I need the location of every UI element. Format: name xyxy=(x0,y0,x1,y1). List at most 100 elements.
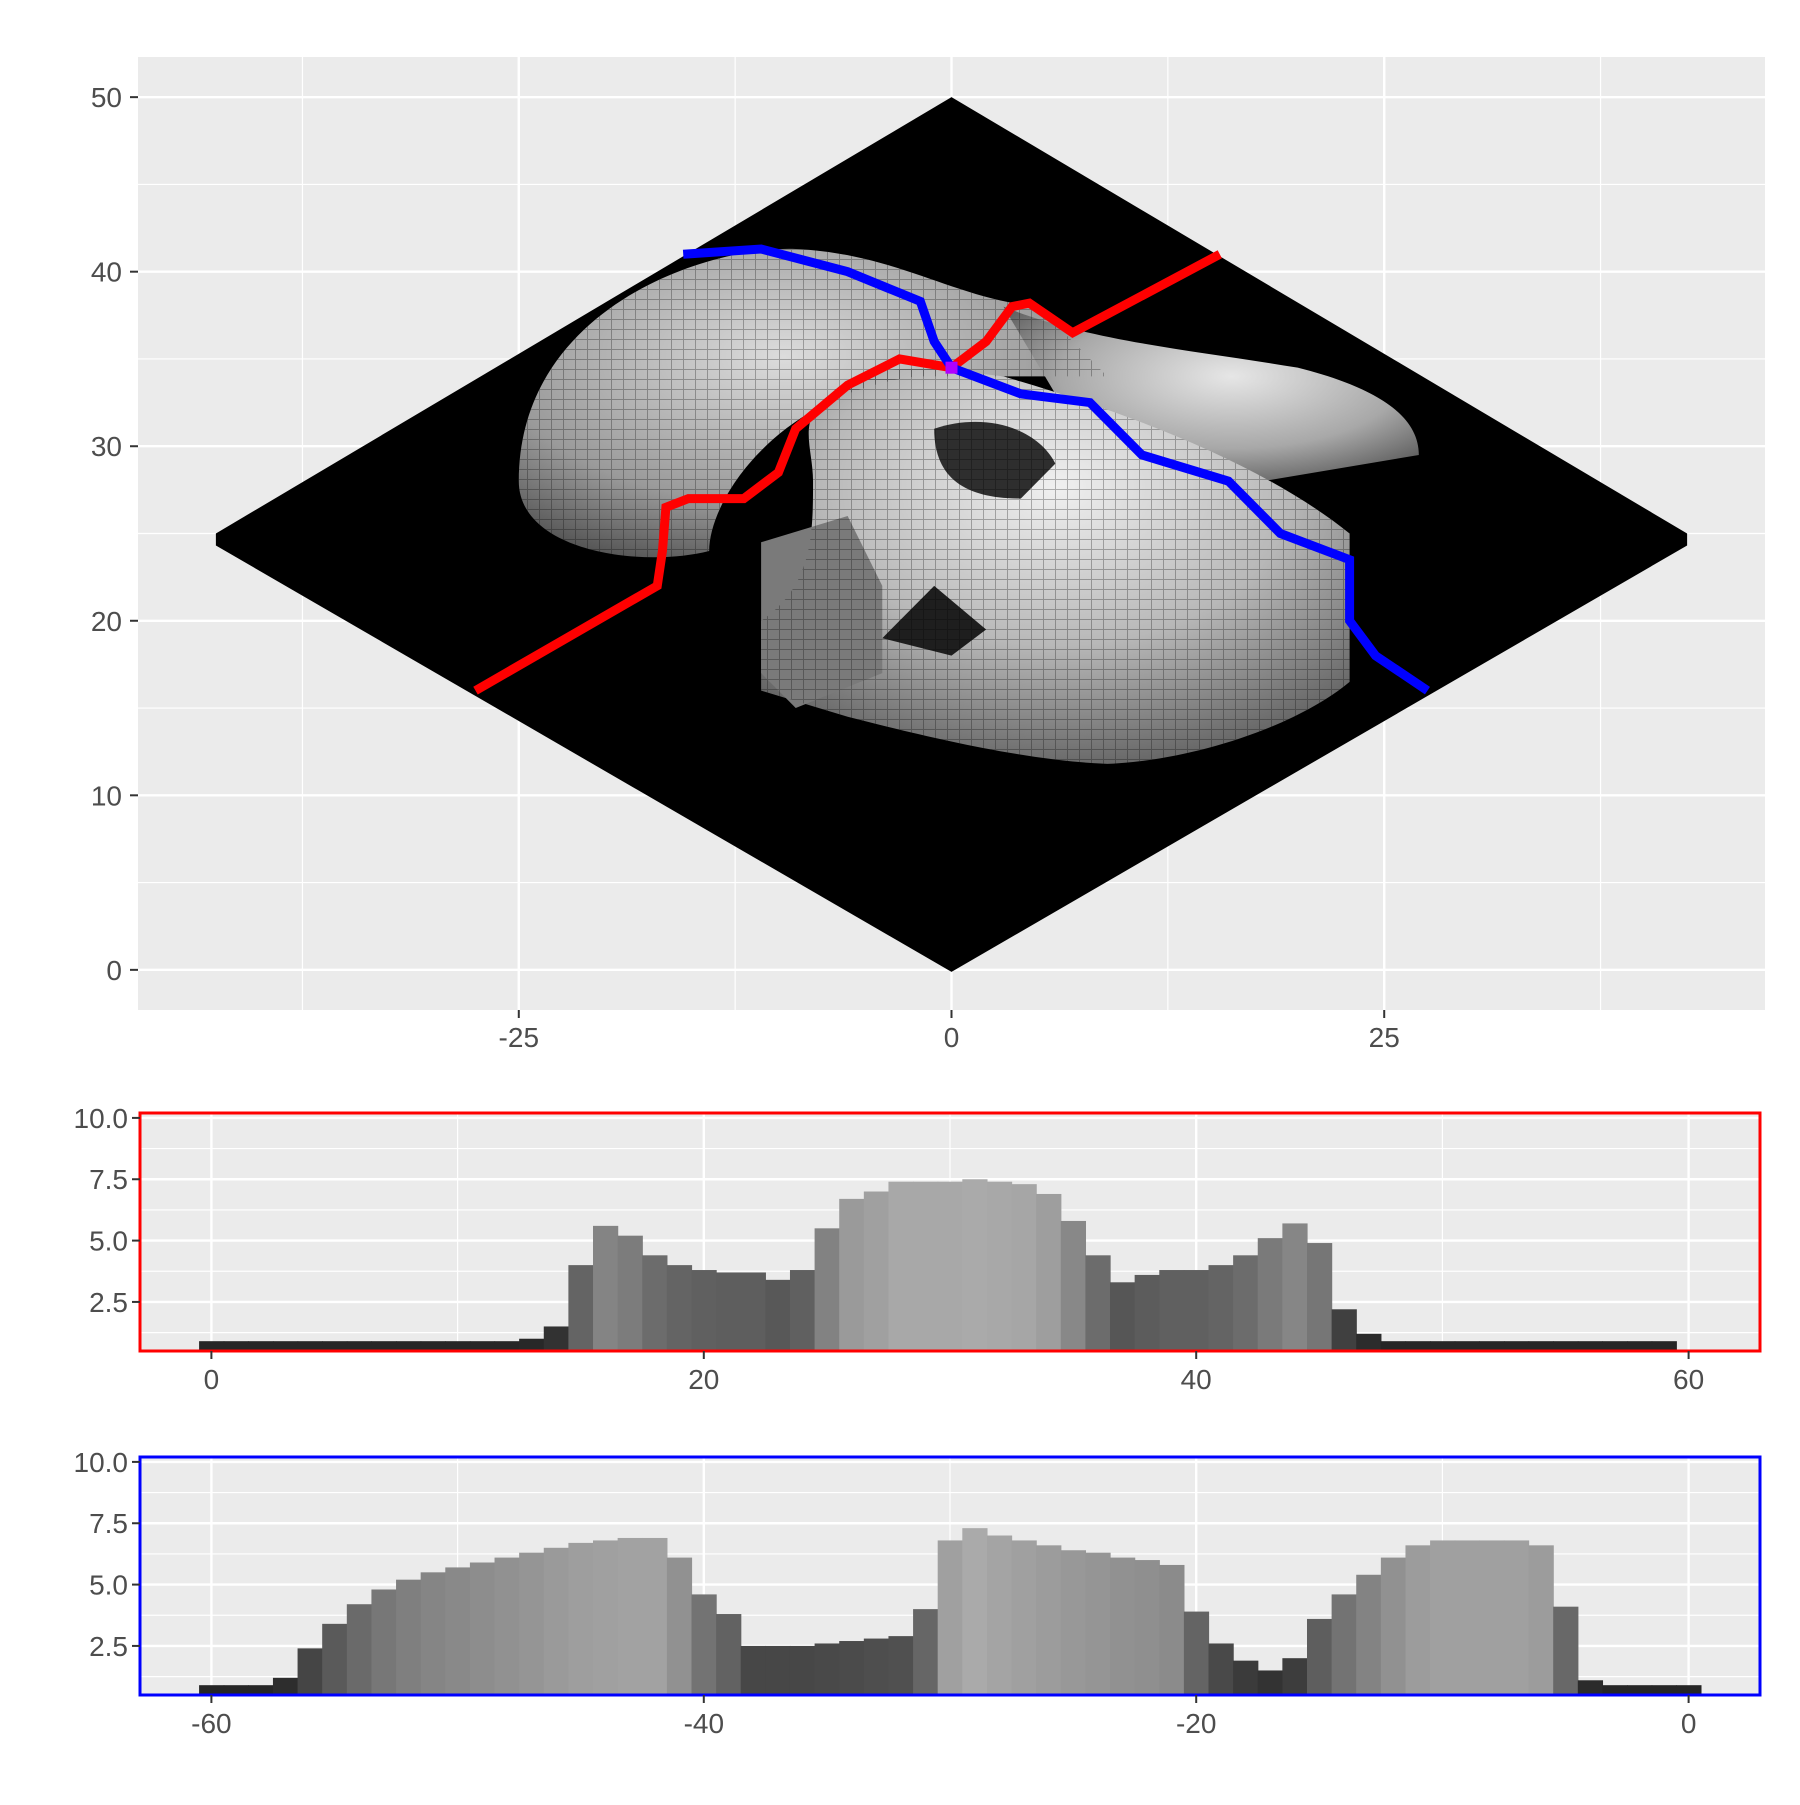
bar xyxy=(986,1181,1013,1351)
voxel-body xyxy=(518,248,1419,764)
bar xyxy=(1553,1341,1579,1351)
bar xyxy=(1405,1545,1431,1695)
bar xyxy=(248,1685,274,1695)
bar xyxy=(445,1341,471,1351)
bar xyxy=(469,1562,496,1695)
bar xyxy=(1676,1685,1702,1695)
bar xyxy=(593,1225,619,1351)
bar xyxy=(1479,1341,1505,1351)
bar xyxy=(346,1341,373,1351)
bar xyxy=(937,1181,963,1351)
bar xyxy=(839,1198,865,1351)
bar xyxy=(1233,1660,1259,1695)
bar xyxy=(863,1638,890,1695)
bar xyxy=(371,1589,397,1695)
y-tick-label: 2.5 xyxy=(89,1287,128,1318)
y-tick-label: 20 xyxy=(91,606,122,637)
voxel-right-lobe xyxy=(1003,306,1419,482)
x-tick-label: -25 xyxy=(499,1022,539,1053)
bar xyxy=(888,1636,914,1695)
bar xyxy=(1528,1341,1554,1351)
y-tick-label: 7.5 xyxy=(89,1164,128,1195)
bar xyxy=(494,1557,520,1695)
y-tick-label: 5.0 xyxy=(89,1226,128,1257)
bar xyxy=(519,1552,545,1695)
voxel-texture-torso xyxy=(761,368,1350,764)
bar xyxy=(716,1272,742,1351)
column-slice-panel: -60 -40 -20 0 2.5 5.0 7.5 10.0 xyxy=(74,1447,1762,1739)
bar xyxy=(1454,1540,1480,1695)
x-tick-label: 0 xyxy=(944,1022,960,1053)
y-tick-label: 0 xyxy=(106,955,122,986)
slice-line-column xyxy=(682,244,1430,695)
bar xyxy=(469,1341,496,1351)
bar xyxy=(789,1270,816,1351)
y-tick-label: 5.0 xyxy=(89,1570,128,1601)
bar xyxy=(1356,1574,1382,1695)
bar xyxy=(1060,1220,1087,1351)
bar xyxy=(814,1228,840,1351)
bar xyxy=(1602,1685,1628,1695)
x-tick-label: 40 xyxy=(1181,1364,1212,1395)
x-tick-label: 60 xyxy=(1673,1364,1704,1395)
voxel-texture-left xyxy=(518,248,1108,558)
y-tick-label: 10.0 xyxy=(74,1447,129,1478)
bar xyxy=(494,1341,520,1351)
bar xyxy=(863,1191,890,1351)
bar xyxy=(1085,1255,1111,1351)
bar xyxy=(1651,1341,1677,1351)
bar xyxy=(1430,1341,1456,1351)
bar xyxy=(272,1677,299,1695)
bar xyxy=(1134,1274,1160,1351)
bar xyxy=(765,1279,791,1351)
bar xyxy=(986,1535,1013,1695)
bar xyxy=(1553,1606,1579,1695)
bar xyxy=(1011,1540,1037,1695)
bar xyxy=(1479,1540,1505,1695)
bar xyxy=(740,1645,766,1695)
bar xyxy=(1503,1341,1530,1351)
bar xyxy=(1085,1552,1111,1695)
bar xyxy=(1036,1545,1062,1695)
bar xyxy=(888,1181,914,1351)
bar xyxy=(593,1540,619,1695)
bar xyxy=(691,1594,717,1695)
panel-border xyxy=(138,1455,1762,1697)
bar xyxy=(1602,1341,1628,1351)
bar xyxy=(1430,1540,1456,1695)
x-tick-label: 25 xyxy=(1369,1022,1400,1053)
bar xyxy=(248,1341,274,1351)
bar xyxy=(1282,1658,1308,1695)
bar xyxy=(199,1341,225,1351)
bar xyxy=(223,1341,249,1351)
bar xyxy=(199,1685,225,1695)
bar xyxy=(937,1540,963,1695)
bar xyxy=(962,1528,988,1695)
panel-border xyxy=(138,1111,1762,1353)
bar xyxy=(1331,1594,1357,1695)
x-tick-label: -60 xyxy=(191,1708,231,1739)
x-tick-label: 0 xyxy=(1681,1708,1697,1739)
bar xyxy=(740,1272,766,1351)
main-panel: -25 0 25 0 10 20 30 40 50 xyxy=(91,57,1765,1053)
bar xyxy=(1651,1685,1677,1695)
bar xyxy=(1257,1238,1283,1351)
x-tick-label: 20 xyxy=(688,1364,719,1395)
bar xyxy=(297,1648,323,1695)
bar xyxy=(1011,1184,1037,1351)
bar xyxy=(1577,1341,1604,1351)
bar xyxy=(1454,1341,1480,1351)
y-tick-label: 30 xyxy=(91,431,122,462)
bar xyxy=(568,1265,594,1351)
bar xyxy=(1159,1270,1185,1351)
row-slice-panel: 0 20 40 60 2.5 5.0 7.5 10.0 xyxy=(74,1103,1762,1395)
bar xyxy=(519,1338,545,1351)
bar xyxy=(297,1341,323,1351)
y-tick-label: 2.5 xyxy=(89,1631,128,1662)
bar xyxy=(691,1270,717,1351)
bar xyxy=(1528,1545,1554,1695)
bar xyxy=(789,1645,816,1695)
bar xyxy=(346,1604,373,1695)
bar xyxy=(1627,1341,1653,1351)
